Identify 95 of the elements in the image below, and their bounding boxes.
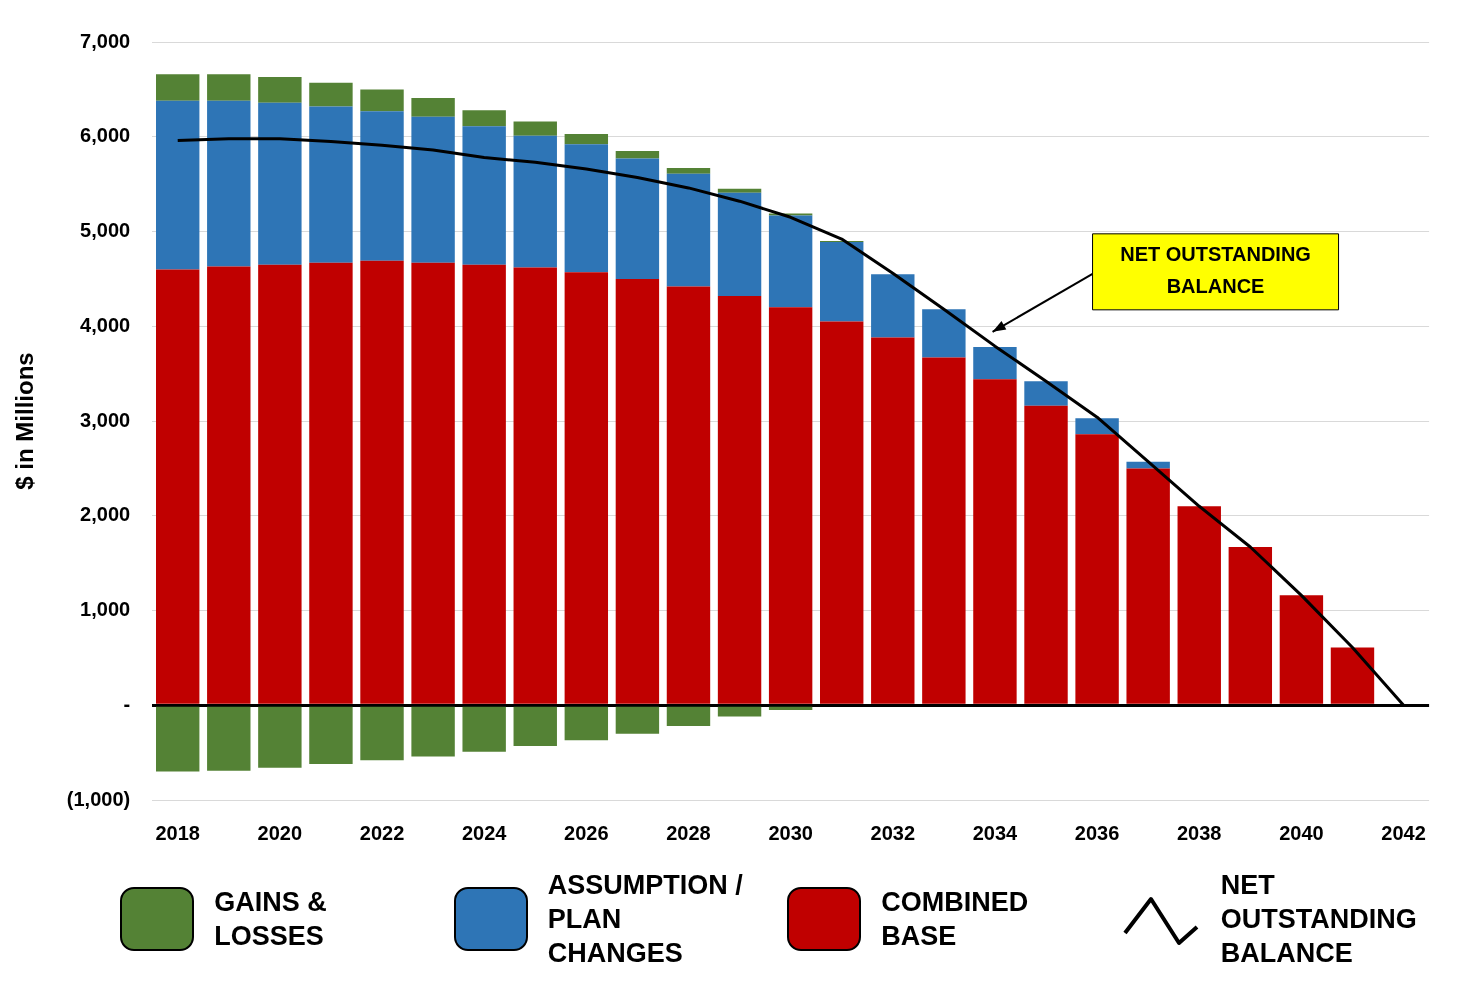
bar bbox=[258, 77, 302, 103]
bar bbox=[462, 126, 506, 265]
bar bbox=[922, 357, 966, 704]
bar bbox=[156, 706, 200, 772]
bar bbox=[411, 97, 455, 117]
bar bbox=[1075, 434, 1119, 704]
bar bbox=[615, 278, 660, 704]
bar bbox=[1330, 647, 1375, 704]
y-tick-label: - bbox=[123, 692, 131, 715]
bar bbox=[1024, 381, 1068, 406]
bar bbox=[156, 269, 200, 704]
bar bbox=[564, 144, 609, 273]
bar bbox=[871, 274, 915, 338]
annotation: NET OUTSTANDING BALANCE bbox=[1120, 243, 1311, 298]
bar bbox=[717, 192, 762, 296]
y-tick-label: 2,000 bbox=[80, 503, 131, 526]
x-tick-label: 2022 bbox=[359, 821, 405, 844]
bar bbox=[411, 706, 455, 757]
y-axis-title: $ in Millions bbox=[11, 352, 39, 490]
bar bbox=[309, 106, 353, 263]
bar bbox=[462, 264, 506, 704]
bar bbox=[564, 272, 609, 704]
bar bbox=[973, 347, 1017, 380]
y-tick-label: 5,000 bbox=[80, 219, 131, 242]
bar bbox=[717, 706, 762, 717]
bar bbox=[258, 264, 302, 704]
x-tick-label: 2040 bbox=[1279, 821, 1324, 844]
bar bbox=[156, 100, 200, 270]
bar bbox=[360, 260, 404, 704]
y-tick-label: 7,000 bbox=[80, 29, 131, 52]
bar bbox=[768, 706, 813, 710]
bar bbox=[207, 266, 251, 704]
x-tick-label: 2036 bbox=[1074, 821, 1120, 844]
bar bbox=[513, 267, 557, 704]
bar bbox=[207, 706, 251, 771]
bar bbox=[258, 102, 302, 265]
bar bbox=[717, 295, 762, 704]
bar bbox=[360, 706, 404, 761]
bar bbox=[1279, 595, 1324, 704]
bar bbox=[1126, 468, 1170, 704]
bar bbox=[666, 168, 711, 174]
x-tick-label: 2042 bbox=[1381, 821, 1426, 844]
bar bbox=[411, 116, 455, 263]
legend-label: ASSUMPTION / PLAN CHANGES bbox=[547, 869, 744, 970]
bar bbox=[768, 215, 813, 308]
x-tick-label: 2030 bbox=[768, 821, 813, 844]
x-tick-label: 2020 bbox=[257, 821, 303, 844]
legend-label: COMBINED BASE bbox=[881, 886, 1030, 953]
bar bbox=[462, 110, 506, 127]
bar bbox=[207, 100, 251, 267]
bar bbox=[922, 309, 966, 358]
bar bbox=[820, 241, 864, 322]
y-tick-label: 6,000 bbox=[80, 124, 131, 147]
bar bbox=[513, 706, 557, 746]
legend-label: NET OUTSTANDING BALANCE bbox=[1220, 869, 1418, 970]
x-tick-label: 2032 bbox=[870, 821, 916, 844]
bar bbox=[411, 262, 455, 704]
bar bbox=[666, 173, 711, 287]
bar bbox=[1228, 547, 1273, 704]
bar bbox=[309, 262, 353, 704]
x-tick-label: 2018 bbox=[155, 821, 200, 844]
y-tick-label: 3,000 bbox=[80, 408, 131, 431]
bar bbox=[820, 321, 864, 704]
bar bbox=[871, 337, 915, 704]
bar bbox=[360, 89, 404, 112]
bar bbox=[717, 188, 762, 193]
x-tick-label: 2024 bbox=[461, 821, 508, 844]
bar bbox=[615, 150, 660, 159]
bar bbox=[156, 74, 200, 101]
x-tick-label: 2038 bbox=[1177, 821, 1222, 844]
bar bbox=[615, 158, 660, 279]
bar bbox=[1024, 405, 1068, 704]
bar bbox=[513, 135, 557, 268]
bar bbox=[207, 74, 251, 101]
bar bbox=[564, 706, 609, 741]
bar bbox=[564, 133, 609, 145]
y-tick-label: 1,000 bbox=[80, 598, 131, 621]
bar bbox=[462, 706, 506, 752]
bar bbox=[258, 706, 302, 768]
x-tick-label: 2026 bbox=[564, 821, 609, 844]
bar bbox=[666, 286, 711, 704]
bar bbox=[309, 706, 353, 764]
x-tick-label: 2034 bbox=[972, 821, 1019, 844]
bar bbox=[513, 121, 557, 136]
bar bbox=[973, 379, 1017, 704]
y-tick-label: (1,000) bbox=[66, 787, 131, 810]
bar bbox=[615, 706, 660, 734]
bar bbox=[1177, 506, 1221, 704]
x-tick-label: 2028 bbox=[666, 821, 711, 844]
y-tick-label: 4,000 bbox=[80, 313, 131, 336]
bar bbox=[666, 706, 711, 727]
bar bbox=[360, 111, 404, 261]
bar bbox=[309, 82, 353, 107]
bar bbox=[768, 307, 813, 704]
legend-label: GAINS & LOSSES bbox=[214, 886, 328, 953]
